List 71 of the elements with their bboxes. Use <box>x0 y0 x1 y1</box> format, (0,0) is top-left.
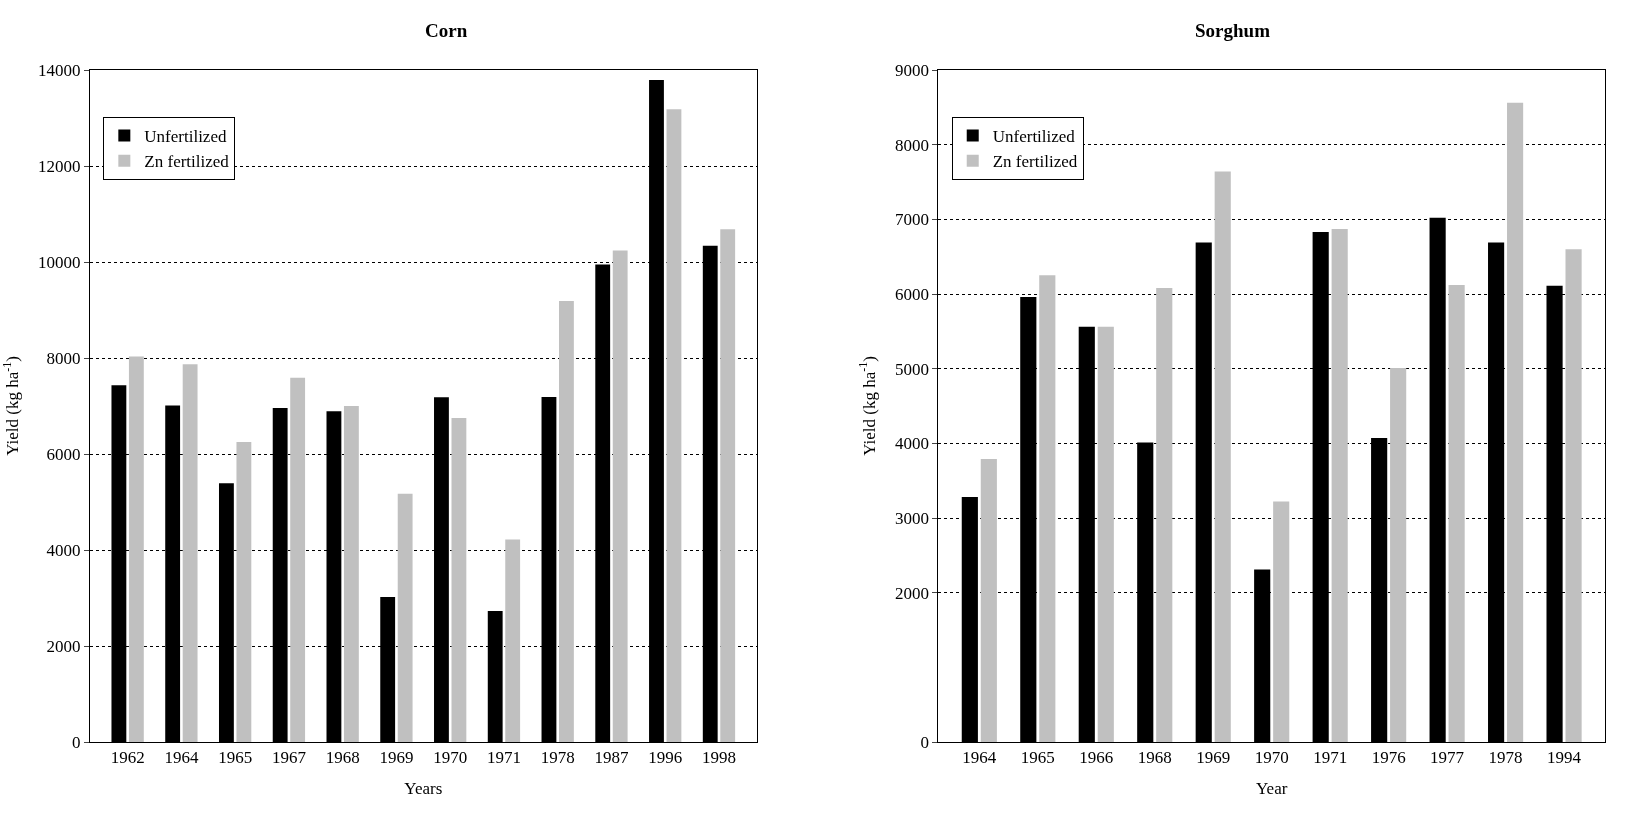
chart-title: Corn <box>425 20 468 41</box>
bar <box>1390 367 1407 742</box>
bar <box>720 229 736 742</box>
x-tick-label: 1965 <box>218 748 253 768</box>
bar <box>290 377 306 742</box>
chart-title: Sorghum <box>1195 20 1271 41</box>
legend-label: Zn fertilized <box>144 152 230 172</box>
bar <box>343 406 359 742</box>
x-tick-label: 1970 <box>1254 748 1289 768</box>
x-tick-label: 1969 <box>1196 748 1231 768</box>
bar <box>182 364 198 742</box>
x-tick-label: 1971 <box>1313 748 1348 768</box>
y-tick-label: 4000 <box>895 434 929 454</box>
x-tick-label: 1977 <box>1430 748 1465 768</box>
x-axis-title: Year <box>1256 778 1288 798</box>
x-tick-label: 1978 <box>540 748 575 768</box>
y-tick-label: 4000 <box>46 540 81 560</box>
x-tick-label: 1962 <box>110 748 145 768</box>
y-tick-label: 7000 <box>895 210 929 230</box>
x-tick-label: 1966 <box>1079 748 1114 768</box>
bar <box>1214 171 1231 742</box>
bar <box>505 539 521 742</box>
y-tick-label: 0 <box>72 732 81 752</box>
x-tick-label: 1968 <box>1137 748 1172 768</box>
bar <box>1507 102 1524 742</box>
y-tick-label: 14000 <box>38 60 81 80</box>
x-tick-label: 1965 <box>1020 748 1055 768</box>
x-tick-label: 1996 <box>648 748 683 768</box>
y-tick-label: 8000 <box>895 135 929 155</box>
legend-label: Unfertilized <box>992 127 1076 147</box>
x-tick-label: 1976 <box>1371 748 1406 768</box>
x-tick-label: 1964 <box>962 748 997 768</box>
y-tick-label: 10000 <box>38 252 81 272</box>
bar <box>451 418 467 742</box>
y-tick-label: 9000 <box>895 60 929 80</box>
y-tick-label: 12000 <box>38 156 81 176</box>
x-tick-label: 1964 <box>164 748 199 768</box>
x-tick-label: 1970 <box>433 748 468 768</box>
bar <box>1273 501 1290 742</box>
bar <box>128 356 144 742</box>
bar <box>559 300 574 742</box>
bar <box>1097 326 1114 742</box>
x-tick-label: 1967 <box>271 748 307 768</box>
x-axis-title: Years <box>404 778 443 798</box>
bar <box>666 109 682 742</box>
y-tick-label: 5000 <box>895 359 929 379</box>
y-tick-label: 6000 <box>46 444 81 464</box>
bar <box>1565 249 1582 742</box>
x-tick-label: 1994 <box>1547 748 1582 768</box>
x-tick-label: 1998 <box>701 748 736 768</box>
x-tick-label: 1968 <box>325 748 360 768</box>
bar <box>1156 288 1173 742</box>
y-tick-label: 2000 <box>46 636 81 656</box>
bar <box>397 493 413 742</box>
y-tick-label: 3000 <box>895 508 929 528</box>
bar <box>1039 275 1056 742</box>
bar <box>1331 229 1348 742</box>
bar <box>236 442 252 742</box>
legend-label: Unfertilized <box>144 127 227 147</box>
y-tick-label: 2000 <box>895 583 929 603</box>
bar <box>980 459 997 742</box>
y-tick-label: 0 <box>920 732 929 752</box>
x-tick-label: 1978 <box>1488 748 1523 768</box>
y-tick-label: 8000 <box>46 348 81 368</box>
bar <box>612 250 628 742</box>
x-tick-label: 1969 <box>379 748 414 768</box>
x-tick-label: 1987 <box>594 748 629 768</box>
y-tick-label: 6000 <box>895 284 929 304</box>
legend-label: Zn fertilized <box>992 152 1078 172</box>
bar <box>1448 285 1465 742</box>
x-tick-label: 1971 <box>486 748 521 768</box>
